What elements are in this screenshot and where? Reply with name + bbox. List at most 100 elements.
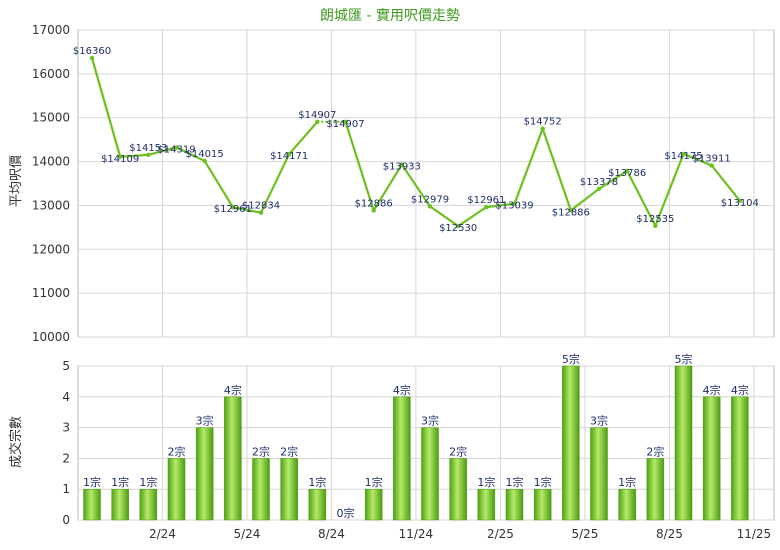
price-line-segment [176, 146, 206, 162]
volume-data-label: 1宗 [308, 475, 326, 489]
price-tick-label: 10000 [32, 330, 70, 344]
price-data-label: $12961 [214, 204, 252, 215]
price-point[interactable] [399, 162, 405, 167]
x-tick-label: 5/25 [571, 527, 598, 541]
price-data-label: $14153 [129, 143, 167, 154]
volume-data-label: 3宗 [421, 414, 439, 428]
volume-bar[interactable] [590, 427, 608, 521]
volume-bar[interactable] [731, 396, 749, 521]
price-point[interactable] [455, 223, 461, 229]
chart-title: 朗城匯 - 實用呎價走勢 [320, 7, 460, 24]
volume-bar[interactable] [111, 488, 129, 521]
price-point[interactable] [202, 158, 207, 164]
volume-bar[interactable] [364, 488, 383, 521]
volume-bar[interactable] [477, 488, 496, 521]
price-line-segment [148, 146, 177, 156]
price-point[interactable] [146, 152, 151, 158]
volume-data-label: 1宗 [139, 475, 157, 489]
volume-data-label: 2宗 [280, 444, 298, 458]
volume-data-label: 2宗 [646, 444, 664, 458]
volume-bar[interactable] [618, 488, 636, 521]
price-data-label: $13039 [495, 201, 533, 212]
volume-bar[interactable] [224, 396, 242, 521]
price-point[interactable] [315, 119, 320, 124]
price-data-label: $14171 [270, 151, 308, 162]
price-data-label: $13378 [580, 177, 618, 188]
volume-bar[interactable] [252, 458, 270, 521]
volume-bar[interactable] [562, 365, 580, 521]
volume-bar[interactable] [702, 396, 721, 521]
volume-bar[interactable] [308, 488, 327, 521]
volume-data-label: 4宗 [393, 383, 411, 397]
price-point[interactable] [286, 151, 292, 157]
price-point[interactable] [89, 55, 95, 61]
price-point[interactable] [596, 186, 602, 192]
volume-bar[interactable] [167, 458, 186, 521]
volume-data-label: 3宗 [196, 414, 214, 428]
price-data-label: $14907 [298, 110, 336, 121]
volume-data-label: 2宗 [168, 444, 186, 458]
price-point[interactable] [258, 210, 264, 215]
volume-bar[interactable] [449, 458, 467, 521]
volume-bar[interactable] [280, 458, 298, 521]
price-point[interactable] [427, 204, 433, 209]
volume-bar[interactable] [533, 488, 552, 521]
price-point[interactable] [512, 201, 517, 206]
volume-bar[interactable] [393, 396, 411, 521]
volume-data-label: 4宗 [731, 383, 749, 397]
price-line-segment [654, 153, 685, 227]
volume-data-label: 5宗 [562, 352, 580, 366]
volume-bar[interactable] [421, 427, 439, 521]
price-data-label: $12961 [467, 195, 505, 206]
volume-tick-label: 2 [62, 451, 70, 465]
price-data-label: $16360 [73, 46, 111, 57]
price-data-label: $13786 [608, 168, 646, 179]
price-data-label: $13933 [383, 162, 421, 173]
x-tick-label: 5/24 [233, 527, 260, 541]
price-line-segment [513, 128, 544, 205]
volume-bar[interactable] [139, 488, 158, 521]
price-line-segment [90, 57, 122, 158]
price-line-segment [486, 202, 515, 209]
price-point[interactable] [653, 223, 658, 229]
price-point[interactable] [484, 204, 489, 210]
price-tick-label: 13000 [32, 198, 70, 212]
price-line-segment [288, 121, 319, 155]
price-line-segment [683, 152, 713, 167]
price-line-segment [260, 153, 291, 214]
volume-data-label: 1宗 [534, 475, 552, 489]
price-chart: 10000 11000 12000 13000 14000 15000 16000 17000… [32, 23, 775, 344]
price-point[interactable] [568, 208, 574, 213]
price-point[interactable] [624, 168, 630, 174]
price-point[interactable] [230, 204, 236, 210]
price-data-label: $14109 [101, 154, 139, 165]
price-point[interactable] [343, 119, 348, 124]
price-point[interactable] [709, 163, 714, 168]
price-data-label: $14175 [664, 151, 702, 162]
price-point[interactable] [371, 208, 376, 213]
price-line-segment [429, 205, 459, 227]
price-point[interactable] [540, 126, 545, 131]
price-data-label: $14752 [524, 117, 562, 128]
price-line-segment [598, 170, 628, 190]
price-point[interactable] [117, 154, 123, 159]
price-line-segment [372, 163, 403, 212]
volume-bar[interactable] [195, 427, 214, 521]
price-point[interactable] [681, 151, 686, 157]
x-tick-label: 11/25 [737, 527, 772, 541]
price-data-label: $12834 [242, 201, 280, 212]
volume-bar[interactable] [646, 458, 665, 521]
volume-bar[interactable] [505, 488, 524, 521]
price-tick-label: 15000 [32, 111, 70, 125]
price-data-label: $12530 [439, 223, 477, 234]
x-tick-label: 11/24 [399, 527, 434, 541]
price-line-segment [344, 121, 375, 211]
price-point[interactable] [737, 198, 743, 204]
volume-data-label: 4宗 [703, 383, 721, 397]
x-tick-label: 2/24 [149, 527, 176, 541]
price-point[interactable] [174, 145, 179, 150]
volume-bar[interactable] [83, 488, 101, 521]
volume-bar[interactable] [674, 365, 693, 521]
